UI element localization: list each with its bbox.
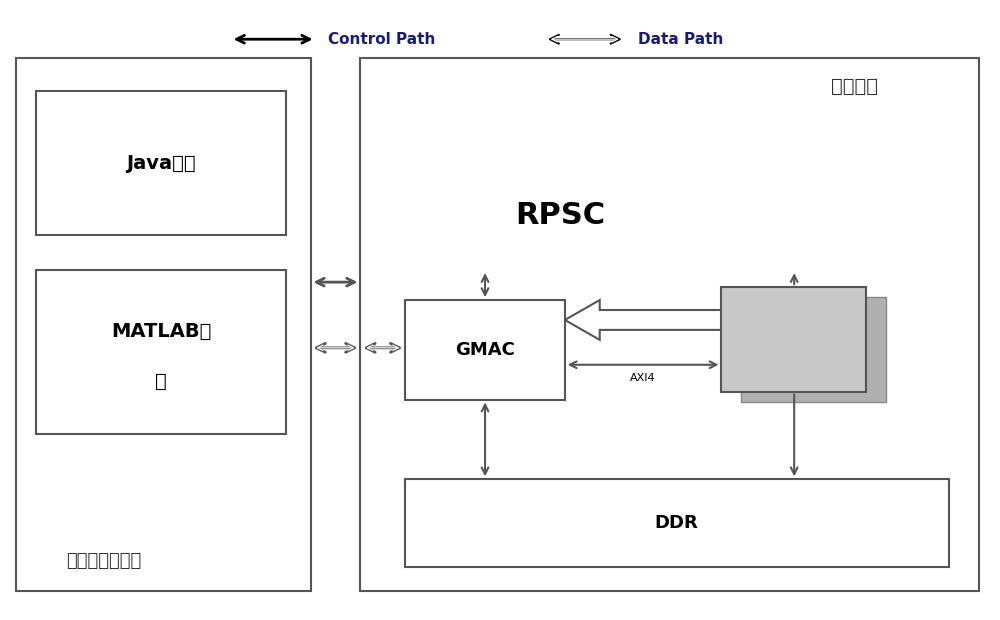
FancyBboxPatch shape (405, 479, 949, 567)
Text: DDR: DDR (655, 514, 698, 532)
FancyBboxPatch shape (360, 58, 979, 591)
FancyBboxPatch shape (721, 287, 866, 392)
Text: CPU: CPU (774, 331, 815, 349)
Text: GMAC: GMAC (455, 341, 515, 359)
FancyBboxPatch shape (16, 58, 311, 591)
FancyBboxPatch shape (36, 91, 286, 236)
FancyBboxPatch shape (36, 270, 286, 435)
Text: Data Path: Data Path (638, 32, 723, 46)
Text: RPSC: RPSC (515, 201, 605, 230)
Text: 硬件平台: 硬件平台 (831, 76, 878, 95)
FancyBboxPatch shape (405, 300, 565, 400)
Text: 上位机软件平台: 上位机软件平台 (66, 552, 141, 570)
Text: Java平台: Java平台 (126, 154, 196, 173)
Text: AXI4: AXI4 (630, 373, 655, 383)
Text: Control Path: Control Path (328, 32, 436, 46)
FancyBboxPatch shape (741, 297, 886, 402)
Polygon shape (565, 300, 721, 340)
Text: 台: 台 (155, 372, 167, 391)
Text: MATLAB平: MATLAB平 (111, 322, 211, 342)
